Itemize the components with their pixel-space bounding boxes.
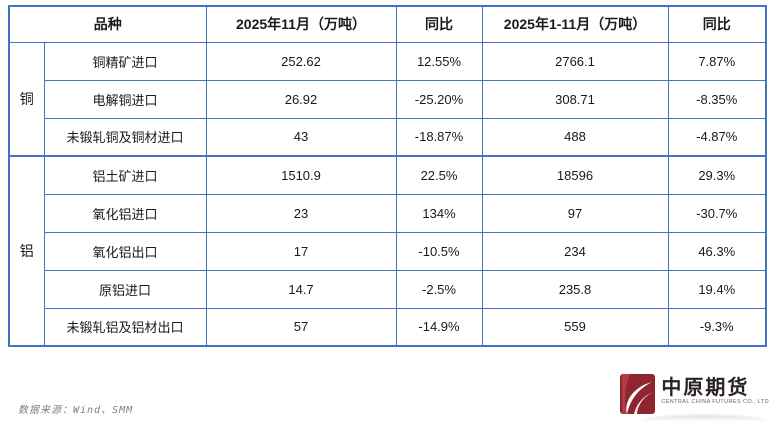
import-export-table: 品种 2025年11月（万吨） 同比 2025年1-11月（万吨） 同比 铜 铜…	[8, 5, 767, 347]
table-row: 氧化铝进口 23 134% 97 -30.7%	[9, 193, 767, 233]
nov-yoy: -10.5%	[395, 231, 483, 271]
cum-yoy: 29.3%	[667, 155, 767, 195]
row-name: 铜精矿进口	[43, 41, 207, 81]
nov-value: 252.62	[205, 41, 397, 81]
cum-value: 234	[481, 231, 669, 271]
nov-value: 23	[205, 193, 397, 233]
nov-yoy: -14.9%	[395, 307, 483, 347]
header-nov-yoy: 同比	[395, 5, 483, 43]
table-row: 未锻轧铜及铜材进口 43 -18.87% 488 -4.87%	[9, 117, 767, 157]
group-label-copper: 铜	[8, 41, 45, 157]
company-name-en: CENTRAL CHINA FUTURES CO., LTD	[661, 399, 769, 405]
nov-yoy: -25.20%	[395, 79, 483, 119]
header-variety: 品种	[8, 5, 207, 43]
cum-yoy: -4.87%	[667, 117, 767, 157]
nov-value: 17	[205, 231, 397, 271]
row-name: 铝土矿进口	[43, 155, 207, 195]
cum-yoy: -8.35%	[667, 79, 767, 119]
table-row: 氧化铝出口 17 -10.5% 234 46.3%	[9, 231, 767, 271]
header-nov-volume: 2025年11月（万吨）	[205, 5, 397, 43]
nov-yoy: -2.5%	[395, 269, 483, 309]
nov-value: 57	[205, 307, 397, 347]
cum-yoy: -9.3%	[667, 307, 767, 347]
table-row: 电解铜进口 26.92 -25.20% 308.71 -8.35%	[9, 79, 767, 119]
nov-yoy: 12.55%	[395, 41, 483, 81]
nov-value: 26.92	[205, 79, 397, 119]
nov-value: 14.7	[205, 269, 397, 309]
row-name: 氧化铝出口	[43, 231, 207, 271]
table-row: 铝 铝土矿进口 1510.9 22.5% 18596 29.3%	[8, 155, 767, 347]
header-cum-volume: 2025年1-11月（万吨）	[481, 5, 669, 43]
cum-yoy: 46.3%	[667, 231, 767, 271]
table-row: 未锻轧铝及铝材出口 57 -14.9% 559 -9.3%	[9, 307, 767, 347]
nov-yoy: 22.5%	[395, 155, 483, 195]
cum-value: 488	[481, 117, 669, 157]
cum-yoy: -30.7%	[667, 193, 767, 233]
cum-value: 235.8	[481, 269, 669, 309]
cum-yoy: 7.87%	[667, 41, 767, 81]
cum-value: 97	[481, 193, 669, 233]
company-logo-icon	[620, 374, 656, 414]
group-label-aluminum: 铝	[8, 155, 45, 347]
nov-yoy: -18.87%	[395, 117, 483, 157]
company-logo: 中原期货 CENTRAL CHINA FUTURES CO., LTD	[620, 374, 769, 414]
row-name: 原铝进口	[43, 269, 207, 309]
row-name: 电解铜进口	[43, 79, 207, 119]
logo-reflection	[639, 415, 769, 421]
table-row: 铜 铜精矿进口 252.62 12.55% 2766.1 7.87%	[8, 41, 767, 157]
row-name: 氧化铝进口	[43, 193, 207, 233]
header-row: 品种 2025年11月（万吨） 同比 2025年1-11月（万吨） 同比	[8, 5, 767, 43]
nov-value: 1510.9	[205, 155, 397, 195]
cum-yoy: 19.4%	[667, 269, 767, 309]
company-name-cn: 中原期货	[661, 375, 750, 399]
nov-value: 43	[205, 117, 397, 157]
data-source-note: 数据来源：Wind、SMM	[18, 405, 134, 416]
cum-value: 559	[481, 307, 669, 347]
cum-value: 2766.1	[481, 41, 669, 81]
cum-value: 308.71	[481, 79, 669, 119]
table-row: 原铝进口 14.7 -2.5% 235.8 19.4%	[9, 269, 767, 309]
row-name: 未锻轧铜及铜材进口	[43, 117, 207, 157]
nov-yoy: 134%	[395, 193, 483, 233]
cum-value: 18596	[481, 155, 669, 195]
header-cum-yoy: 同比	[667, 5, 767, 43]
row-name: 未锻轧铝及铝材出口	[43, 307, 207, 347]
